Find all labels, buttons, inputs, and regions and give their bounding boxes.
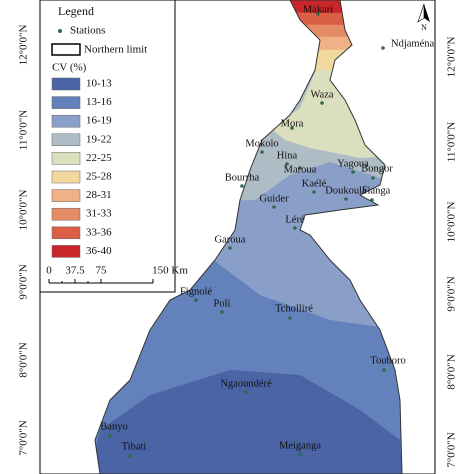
legend-class-label: 33-36: [86, 226, 112, 238]
latitude-label: 9°0'0"N: [18, 264, 30, 299]
legend-class-label: 25-28: [86, 171, 112, 183]
station: [320, 101, 324, 105]
latitude-label: 12°0'0"N: [446, 37, 458, 78]
station-label: Bongor: [361, 163, 393, 174]
station-label: Tcholliré: [275, 303, 313, 314]
legend-swatch: [51, 245, 81, 258]
scale-label: 37.5: [65, 265, 85, 277]
legend-class-label: 16-19: [86, 115, 112, 127]
station: [371, 176, 375, 180]
latitude-label: 7°0'0"N: [18, 420, 30, 455]
station-label: Fignolé: [180, 286, 212, 297]
station: [220, 310, 224, 314]
station-label: Mokolo: [245, 138, 278, 149]
latitude-label: 11°0'0"N: [446, 122, 458, 162]
latitude-label: 11°0'0"N: [18, 110, 30, 150]
north-arrow: N: [417, 3, 430, 32]
station-label: Bourrha: [225, 172, 260, 183]
station: [244, 390, 248, 394]
station-label: Tibati: [122, 441, 147, 452]
latitude-label: 10°0'0"N: [446, 202, 458, 243]
station: [298, 166, 302, 170]
station-label: Maroua: [284, 164, 317, 175]
station: [285, 162, 289, 166]
north-label: N: [421, 23, 427, 32]
station-label: Makari: [303, 4, 333, 15]
station-label: Meiganga: [279, 440, 321, 451]
latitude-label: 7°0'0"N: [446, 432, 458, 467]
station-label: Doukoula: [325, 185, 367, 196]
legend-northern-limit-label: Northern limit: [84, 44, 147, 56]
station-label: Yagoua: [337, 158, 369, 169]
legend-class-label: 19-22: [86, 133, 112, 145]
station: [290, 126, 294, 130]
legend-swatch: [51, 77, 81, 91]
legend-class-label: 28-31: [86, 189, 112, 201]
legend-class-label: 31-33: [86, 208, 112, 220]
station: [228, 246, 232, 250]
scale-line: [48, 279, 154, 284]
station-label: Fianga: [362, 185, 391, 196]
legend-class-label: 13-16: [86, 96, 112, 108]
legend-station-dot: [58, 29, 62, 33]
cv-zone: [95, 370, 402, 474]
station: [370, 198, 374, 202]
legend-swatch: [51, 152, 81, 165]
station: [382, 368, 386, 372]
latitude-label: 10°0'0"N: [18, 190, 30, 231]
latitude-label: 9°0'0"N: [446, 276, 458, 311]
station: [128, 454, 132, 458]
legend-swatch: [51, 226, 81, 240]
station-label: Guider: [259, 193, 289, 204]
station: [240, 184, 244, 188]
legend-cv-title: CV (%): [52, 62, 87, 74]
station-label: Garoua: [215, 234, 246, 245]
legend-swatch: [51, 170, 81, 184]
station-label: Ngaoundéré: [220, 378, 272, 389]
station: [272, 205, 276, 209]
legend-swatch: [51, 96, 81, 109]
station-label: Mora: [281, 118, 304, 129]
latitude-label: 8°0'0"N: [18, 342, 30, 377]
station: [194, 298, 198, 302]
scale-label: 150 Km: [152, 265, 188, 277]
station-label: Kaélé: [302, 178, 327, 189]
station: [344, 197, 348, 201]
legend-class-label: 22-25: [86, 152, 112, 164]
station: [312, 190, 316, 194]
legend-class-label: 10-13: [86, 78, 112, 90]
latitude-label: 12°0'0"N: [18, 25, 30, 66]
legend-stations: Stations: [70, 25, 105, 37]
station: [298, 452, 302, 456]
station-label: Ndjaména: [391, 38, 434, 49]
station: [381, 46, 385, 50]
legend-swatch: [51, 207, 81, 221]
station-label: Banyo: [100, 421, 127, 432]
station-label: Waza: [310, 89, 333, 100]
legend-class-label: 36-40: [86, 245, 112, 257]
legend-title: Legend: [58, 4, 94, 18]
scale-bar: 0 37.5 75 150 Km: [46, 265, 188, 284]
station-label: Léré: [285, 214, 305, 225]
station: [351, 170, 355, 174]
legend-swatch: [51, 114, 81, 128]
scale-label: 0: [46, 265, 52, 277]
latitude-label: 8°0'0"N: [446, 354, 458, 389]
station: [108, 434, 112, 438]
station: [288, 316, 292, 320]
station-label: Touboro: [370, 355, 405, 366]
station: [293, 226, 297, 230]
legend-swatch: [51, 133, 81, 147]
legend-northern-limit: [51, 43, 81, 56]
station-label: Hina: [277, 150, 298, 161]
scale-label: 75: [96, 265, 108, 277]
station: [260, 150, 264, 154]
station: [316, 12, 320, 16]
station-label: Poli: [214, 298, 231, 309]
legend-swatch: [51, 189, 81, 202]
